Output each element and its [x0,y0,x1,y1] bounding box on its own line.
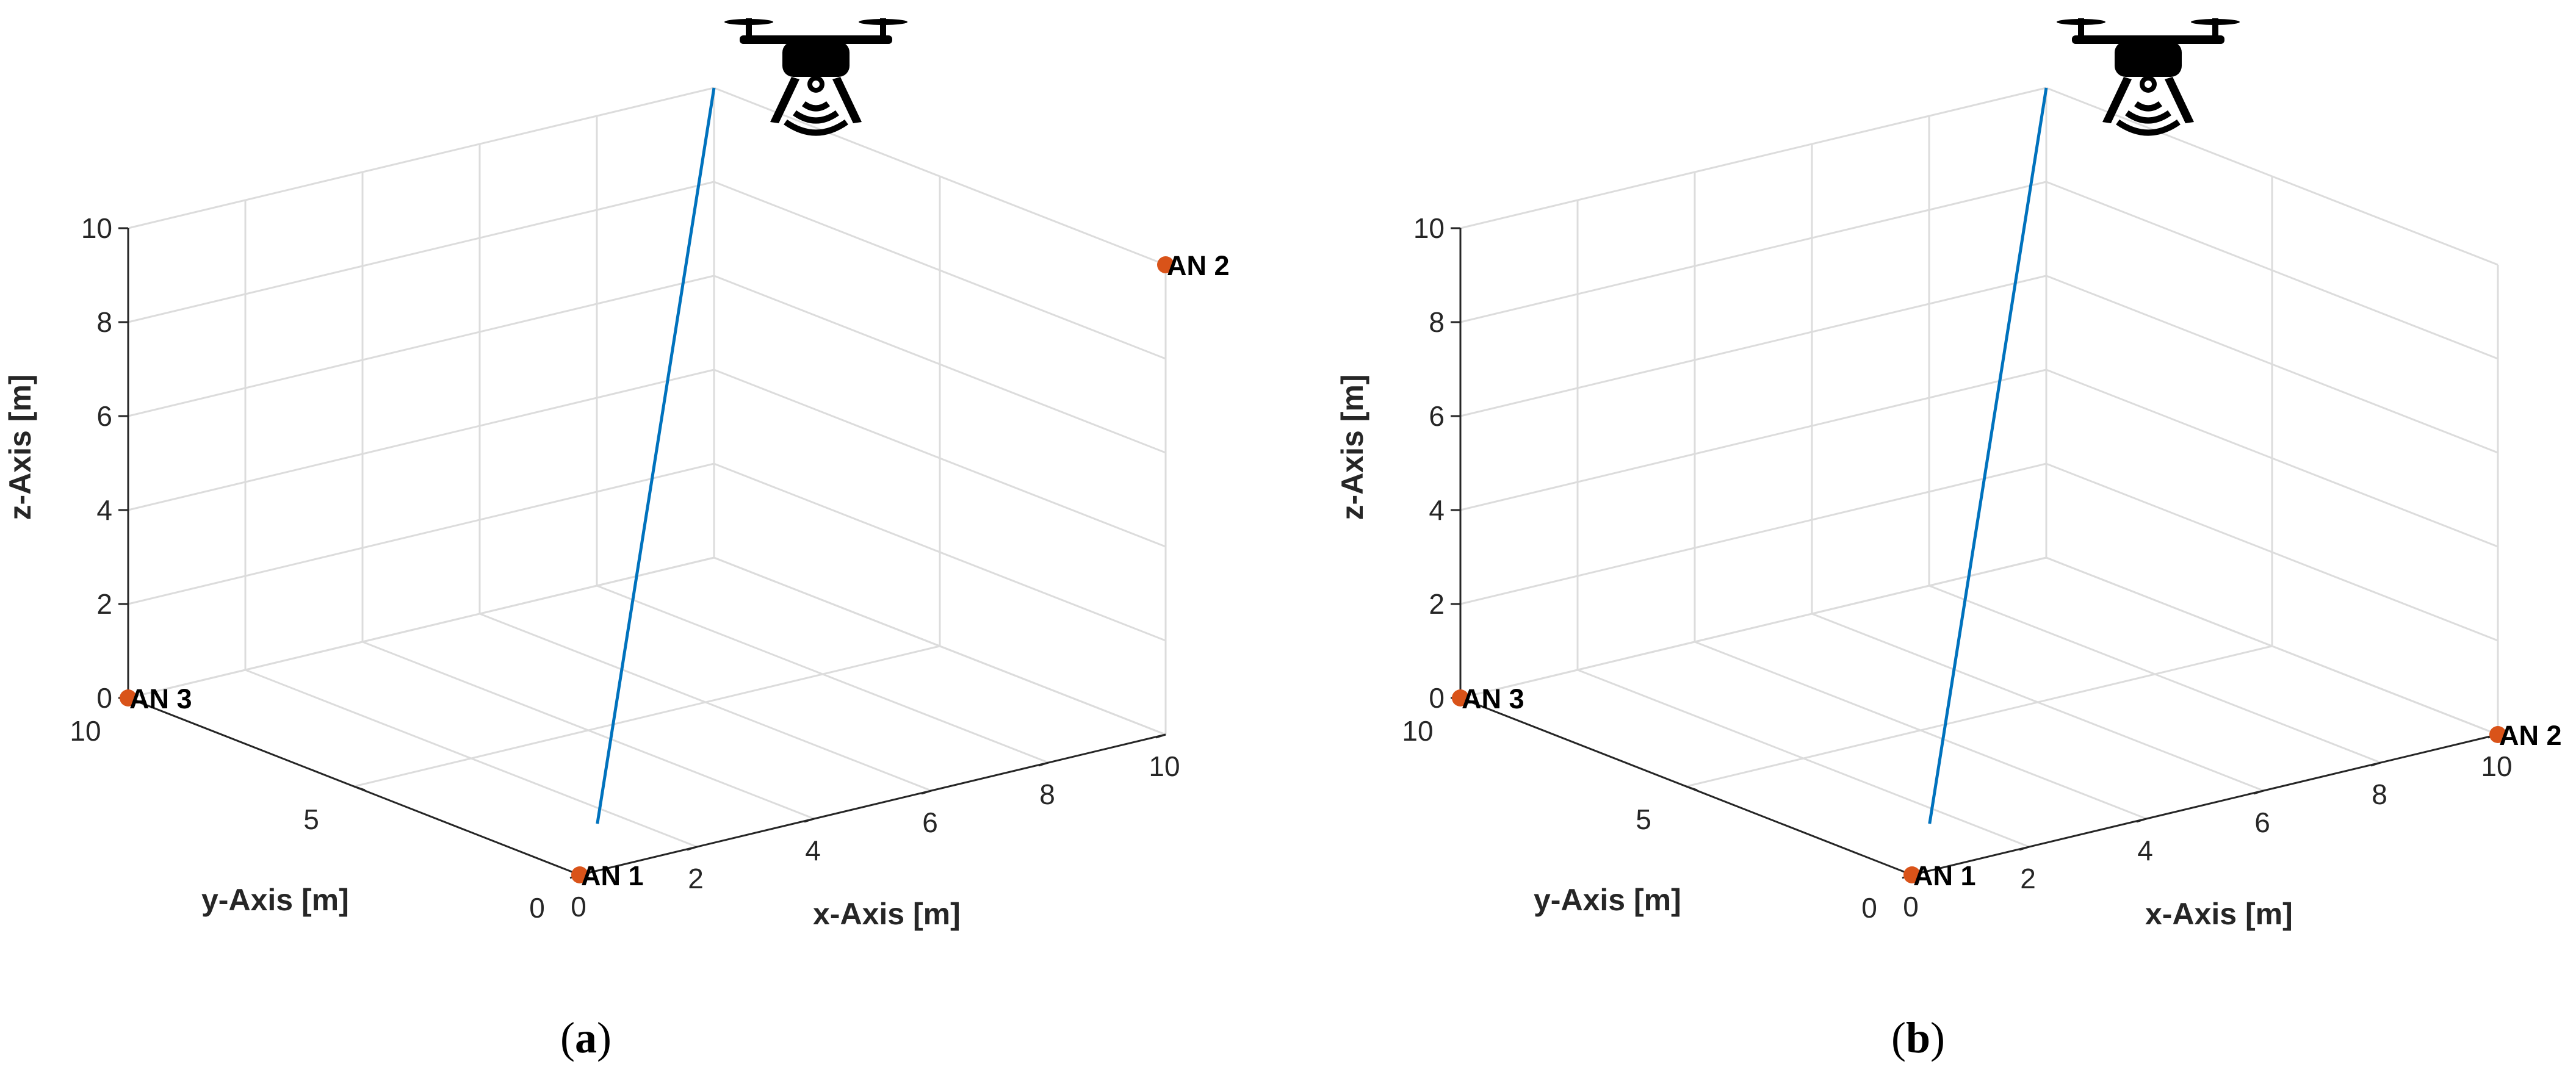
z-tick-label: 2 [96,588,112,620]
grid-line [1460,181,2047,323]
z-tick-label: 6 [96,400,112,432]
trajectory-line [1928,87,2048,824]
grid-line [713,181,1166,360]
y-tick-mark [1686,785,1698,791]
x-tick-mark [2370,761,2381,767]
x-tick-label: 2 [2020,863,2036,894]
grid-line [1460,369,2047,511]
grid-line [1686,645,2273,788]
y-tick-label: 10 [70,715,101,747]
z-tick-label: 10 [1413,212,1445,244]
grid-line [713,275,1166,454]
z-tick-label: 2 [1429,588,1445,620]
point-an1 [571,866,588,883]
x-tick-mark [1155,733,1166,739]
y-axis-label: y-Axis [m] [1534,883,1681,917]
axis-lines [118,227,1166,880]
grid-line [1460,275,2047,417]
x-tick-mark [804,818,815,823]
x-tick-label: 4 [805,835,821,866]
grid-line [128,181,715,323]
label-an2: AN 2 [1167,250,1230,281]
x-tick-mark [1038,761,1049,767]
y-tick-label: 5 [303,804,319,835]
x-tick-mark [2253,789,2264,795]
point-an3 [120,689,137,706]
label-an1: AN 1 [1913,860,1976,891]
x-axis-line [1911,733,2498,876]
grid-line [2046,275,2498,454]
z-tick-label: 6 [1429,400,1445,432]
x-tick-label: 0 [1903,891,1919,922]
z-axis-label: z-Axis [m] [3,375,37,520]
x-tick-label: 4 [2137,835,2153,866]
grid-line [713,87,1166,266]
x-tick-mark [2136,818,2147,823]
label-an1: AN 1 [581,860,644,891]
x-tick-mark [921,789,932,795]
x-axis-line [579,733,1166,876]
x-tick-label: 10 [1149,750,1180,782]
y-tick-label: 0 [529,892,545,924]
point-an2 [1157,256,1174,273]
z-tick-label: 8 [96,306,112,338]
y-tick-label: 0 [1861,892,1877,924]
trajectory-line [596,87,716,824]
grid-line [2046,87,2498,266]
panel-a: AN 1 AN 2 AN 3 0 2 4 6 8 10 0 2 4 6 8 10… [3,18,1230,1062]
z-tick-label: 4 [1429,494,1445,526]
label-an2: AN 2 [2499,720,2562,751]
panel-b: AN 1 AN 2 AN 3 0 2 4 6 8 10 0 2 4 6 8 10… [1335,18,2562,1062]
z-tick-label: 10 [81,212,112,244]
grid-line [2046,369,2498,548]
drone-with-signal-icon [2057,18,2240,136]
y-tick-mark [353,785,366,791]
axis-lines [1451,227,2498,880]
drone-with-signal-icon [724,18,907,136]
grid-line [713,462,1166,642]
z-tick-label: 0 [1429,682,1445,714]
y-tick-label: 5 [1636,804,1651,835]
x-axis-label: x-Axis [m] [2145,897,2293,931]
grid-line [1460,556,2047,699]
x-tick-label: 6 [2254,807,2270,838]
point-an1 [1903,866,1921,883]
point-an2 [2489,726,2506,743]
panel-caption-a: (a) [560,1013,612,1062]
grid-line [128,462,715,605]
grid-line [128,556,715,699]
grid-line [1460,462,2047,605]
label-an3: AN 3 [129,683,192,714]
grid-line [1460,87,2047,229]
x-tick-mark [2019,846,2030,851]
z-tick-label: 0 [96,682,112,714]
z-tick-label: 4 [96,494,112,526]
grid-line [128,275,715,417]
y-tick-label: 10 [1402,715,1433,747]
x-tick-label: 2 [688,863,704,894]
grid-lines [127,87,1167,876]
grid-line [128,369,715,511]
grid-line [2046,462,2498,642]
grid-line [128,87,715,229]
grid-lines [1459,87,2499,876]
x-tick-label: 10 [2481,750,2512,782]
panel-caption-b: (b) [1891,1013,1945,1062]
x-tick-label: 8 [1039,778,1055,810]
x-tick-mark [687,846,698,851]
x-axis-label: x-Axis [m] [813,897,961,931]
label-an3: AN 3 [1462,683,1524,714]
x-tick-label: 0 [571,891,586,922]
grid-line [353,645,940,788]
point-an3 [1452,689,1469,706]
grid-line [2046,181,2498,360]
x-tick-label: 8 [2372,778,2387,810]
z-tick-label: 8 [1429,306,1445,338]
x-tick-label: 6 [922,807,938,838]
z-axis-label: z-Axis [m] [1335,375,1369,520]
y-axis-label: y-Axis [m] [201,883,349,917]
grid-line [713,369,1166,548]
